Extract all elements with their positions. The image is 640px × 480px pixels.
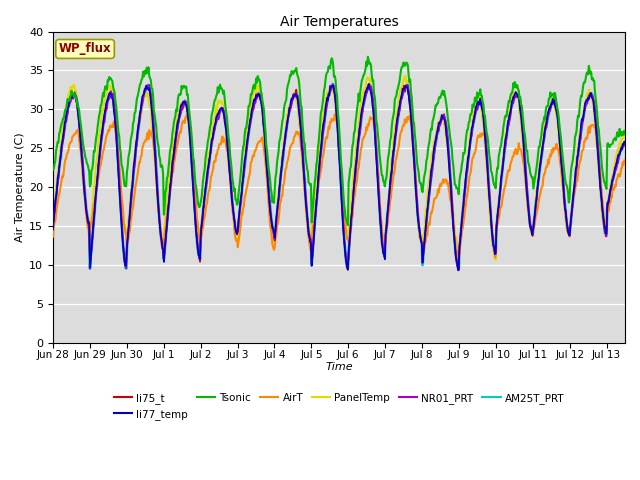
NR01_PRT (475, 102, 483, 108)
AM25T_PRT (475, 99, 483, 105)
li77_temp (129, 172, 137, 178)
Y-axis label: Air Temperature (C): Air Temperature (C) (15, 132, 25, 242)
li75_t (293, 94, 301, 100)
li75_t (344, 267, 352, 273)
li77_temp (49, 227, 57, 232)
Tsonic (51, 158, 59, 164)
Line: NR01_PRT: NR01_PRT (53, 84, 625, 270)
Line: AM25T_PRT: AM25T_PRT (53, 84, 625, 269)
Line: li77_temp: li77_temp (53, 84, 625, 270)
Line: li75_t: li75_t (53, 84, 625, 270)
NR01_PRT (330, 81, 337, 87)
Tsonic (475, 92, 483, 98)
PanelTemp (474, 94, 482, 100)
AirT (461, 208, 468, 214)
Tsonic (315, 140, 323, 145)
NR01_PRT (293, 92, 301, 98)
Tsonic (364, 54, 372, 60)
PanelTemp (315, 153, 323, 159)
AirT (293, 129, 301, 134)
AirT (455, 256, 463, 262)
li77_temp (365, 81, 372, 87)
li75_t (365, 81, 373, 87)
AM25T_PRT (315, 174, 323, 180)
Tsonic (344, 222, 352, 228)
AM25T_PRT (328, 81, 336, 87)
li77_temp (461, 185, 468, 191)
AM25T_PRT (293, 92, 301, 98)
PanelTemp (51, 201, 59, 206)
AM25T_PRT (51, 203, 59, 208)
Line: PanelTemp: PanelTemp (53, 76, 625, 260)
NR01_PRT (51, 203, 59, 208)
Tsonic (129, 120, 137, 126)
AM25T_PRT (621, 140, 629, 146)
AirT (49, 234, 57, 240)
li75_t (129, 173, 137, 179)
li77_temp (454, 267, 462, 273)
AirT (129, 204, 137, 210)
li75_t (51, 200, 59, 206)
Line: Tsonic: Tsonic (53, 57, 625, 225)
PanelTemp (293, 100, 301, 106)
PanelTemp (621, 132, 629, 138)
li75_t (475, 101, 483, 107)
X-axis label: Time: Time (325, 362, 353, 372)
PanelTemp (129, 170, 137, 176)
Tsonic (461, 149, 468, 155)
Tsonic (621, 132, 629, 137)
NR01_PRT (621, 140, 629, 146)
li75_t (49, 221, 57, 227)
PanelTemp (49, 219, 57, 225)
NR01_PRT (315, 175, 323, 181)
Legend: li75_t, li77_temp, Tsonic, AirT, PanelTemp, NR01_PRT, AM25T_PRT: li75_t, li77_temp, Tsonic, AirT, PanelTe… (109, 388, 568, 424)
NR01_PRT (49, 224, 57, 229)
NR01_PRT (455, 267, 463, 273)
li77_temp (315, 170, 323, 176)
PanelTemp (401, 73, 409, 79)
Title: Air Temperatures: Air Temperatures (280, 15, 398, 29)
AirT (621, 157, 629, 163)
li75_t (315, 174, 323, 180)
li77_temp (51, 197, 59, 203)
AirT (331, 111, 339, 117)
AirT (475, 133, 483, 139)
AirT (51, 218, 59, 224)
li77_temp (475, 101, 483, 107)
li77_temp (621, 139, 629, 144)
Tsonic (49, 167, 57, 173)
PanelTemp (492, 257, 499, 263)
AM25T_PRT (455, 266, 463, 272)
Tsonic (293, 71, 301, 77)
AM25T_PRT (461, 186, 468, 192)
NR01_PRT (129, 176, 137, 182)
NR01_PRT (461, 190, 468, 196)
li77_temp (293, 94, 301, 99)
li75_t (461, 188, 468, 194)
PanelTemp (460, 192, 468, 197)
AirT (315, 179, 323, 184)
Line: AirT: AirT (53, 114, 625, 259)
AM25T_PRT (49, 222, 57, 228)
li75_t (621, 141, 629, 146)
Text: WP_flux: WP_flux (59, 42, 111, 56)
AM25T_PRT (129, 177, 137, 182)
